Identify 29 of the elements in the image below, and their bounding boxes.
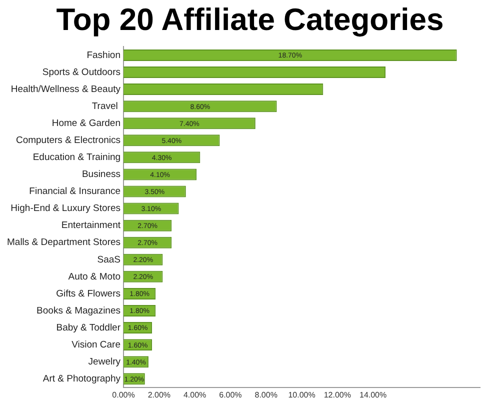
y-tick-label: Auto & Moto (68, 271, 121, 282)
y-tick-label: Health/Wellness & Beauty (10, 84, 121, 95)
x-tick-label: 6.00% (219, 390, 242, 400)
x-tick-label: 2.00% (148, 390, 171, 400)
y-tick-label: SaaS (97, 254, 121, 266)
y-tick-label: Baby & Toddler (56, 322, 121, 334)
y-tick-label: Business (82, 169, 121, 180)
y-tick-label: Jewelry (88, 356, 121, 368)
x-tick-label: 12.00% (324, 390, 351, 400)
y-tick-label: High-End & Luxury Stores (10, 203, 121, 214)
y-tick-label: Sports & Outdoors (42, 66, 121, 78)
chart-title: Top 20 Affiliate Categories (55, 2, 445, 38)
y-tick-label: Education & Training (32, 152, 121, 164)
x-tick-label: 4.00% (183, 390, 206, 400)
y-tick-label: Home & Garden (52, 118, 121, 129)
x-tick-label: 0.00% (112, 390, 135, 400)
y-tick-label: Vision Care (72, 339, 121, 350)
x-tick-label: 8.00% (254, 390, 278, 400)
x-tick-label: 14.00% (359, 390, 387, 400)
y-tick-label: Entertainment (61, 220, 121, 232)
y-tick-label: Malls & Department Stores (6, 237, 121, 248)
y-tick-label: Computers & Electronics (16, 135, 121, 146)
y-tick-label: Travel (92, 100, 121, 112)
y-tick-label: Fashion (86, 50, 121, 61)
y-tick-label: Books & Magazines (36, 305, 121, 316)
y-tick-label: Financial & Insurance (29, 186, 121, 198)
y-tick-label: Art & Photography (42, 374, 121, 385)
x-tick-label: 10.00% (288, 390, 316, 400)
y-tick-label: Gifts & Flowers (56, 288, 121, 300)
